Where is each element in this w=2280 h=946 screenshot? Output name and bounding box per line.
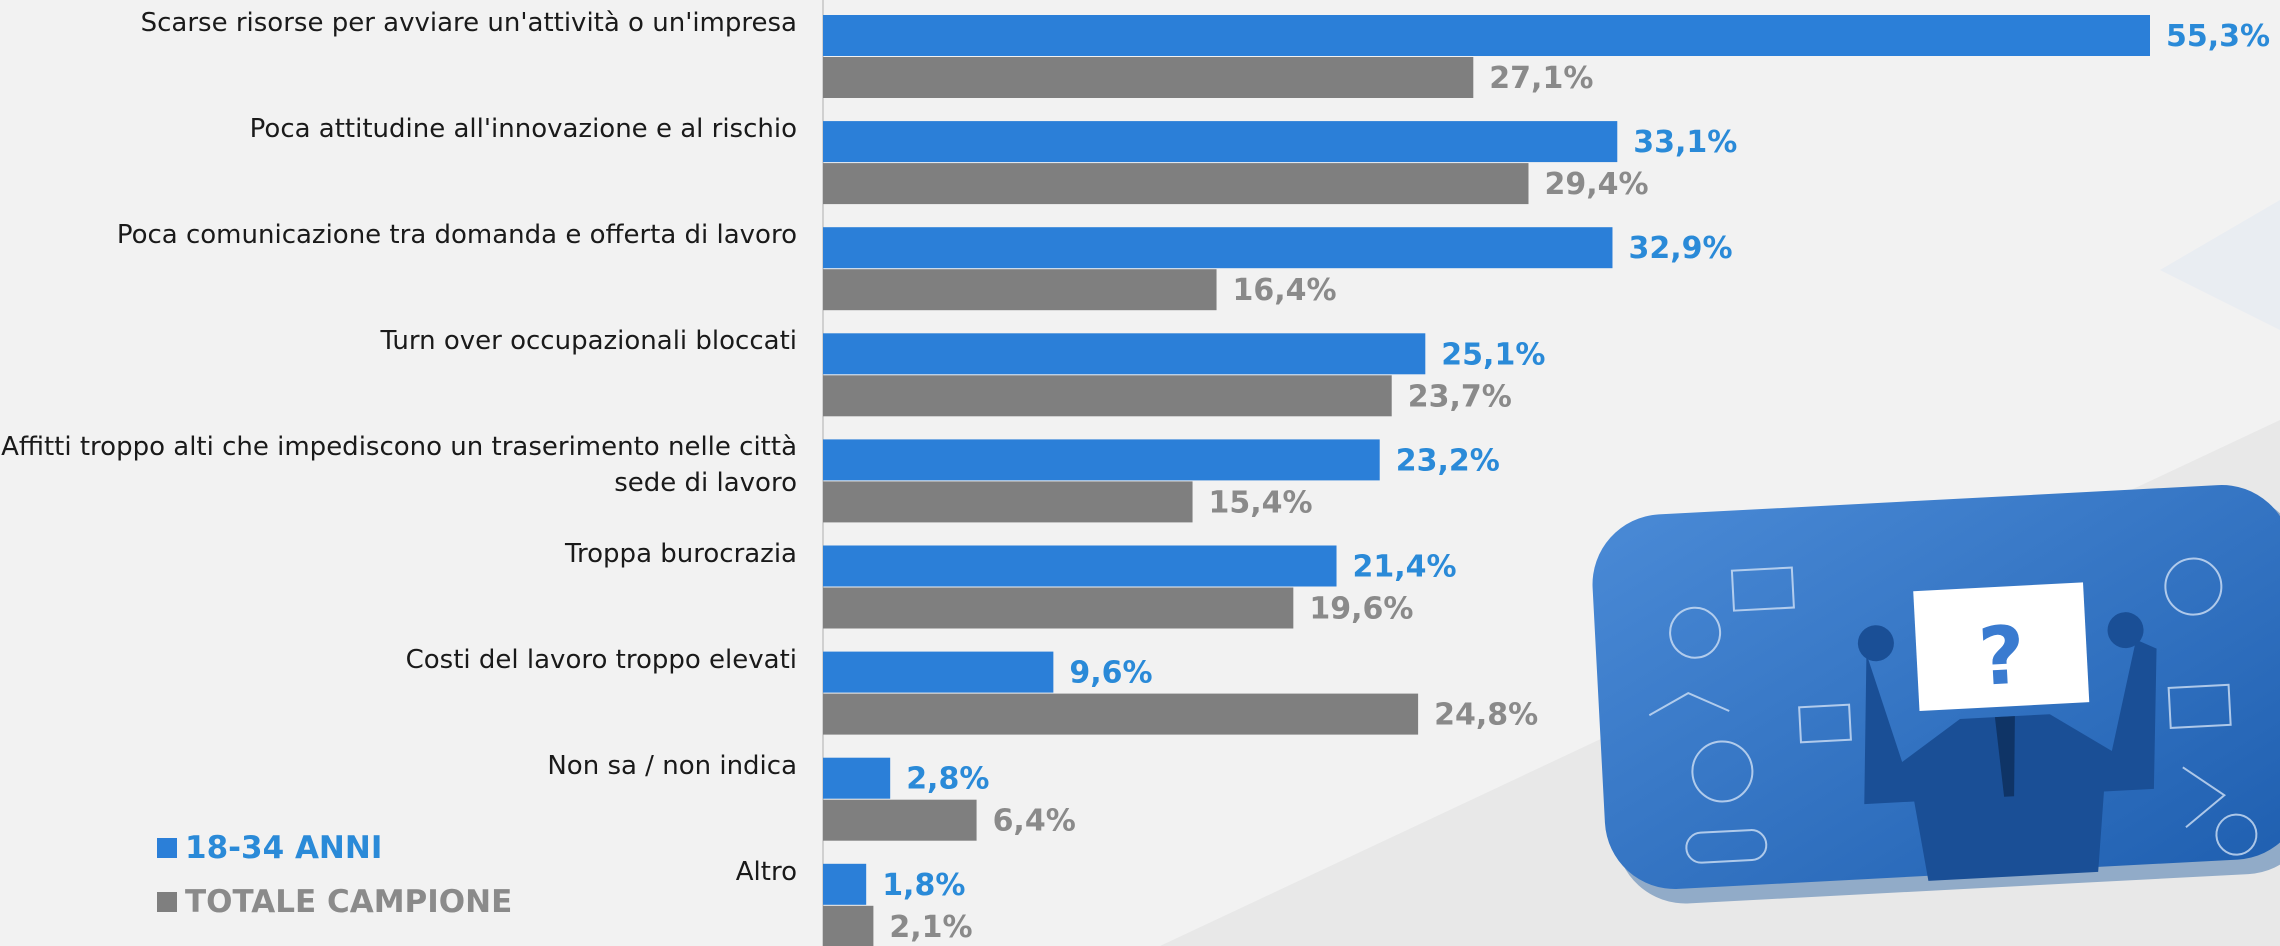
bar <box>823 651 1054 693</box>
category-label: Scarse risorse per avviare un'attività o… <box>140 8 797 38</box>
legend-item: 18-34 ANNI <box>157 830 382 866</box>
bar <box>823 227 1613 269</box>
bar <box>823 333 1426 375</box>
bar <box>823 481 1193 523</box>
value-label: 29,4% <box>1544 167 1648 202</box>
illustration: ? <box>1592 485 2280 904</box>
legend-item: TOTALE CAMPIONE <box>157 884 512 920</box>
bar <box>823 587 1294 629</box>
value-label: 15,4% <box>1209 485 1313 520</box>
category-label: Altro <box>735 856 797 887</box>
value-label: 27,1% <box>1489 61 1593 96</box>
value-label: 21,4% <box>1353 550 1457 585</box>
value-label: 55,3% <box>2166 19 2270 54</box>
value-label: 23,7% <box>1408 379 1512 414</box>
bar <box>823 375 1392 417</box>
bar <box>823 15 2150 56</box>
background-shape <box>2160 200 2280 330</box>
value-label: 1,8% <box>882 868 965 903</box>
bar <box>823 863 867 905</box>
bar <box>823 545 1337 587</box>
bar <box>823 163 1529 205</box>
value-label: 16,4% <box>1233 273 1337 308</box>
value-label: 6,4% <box>993 804 1076 839</box>
category-label: Poca attitudine all'innovazione e al ris… <box>249 114 797 145</box>
bar <box>823 269 1217 311</box>
legend-swatch <box>157 892 177 912</box>
category-label: Affitti troppo alti che impediscono un t… <box>1 432 797 499</box>
bar <box>823 57 1474 98</box>
value-label: 9,6% <box>1069 656 1152 691</box>
bar <box>823 121 1618 163</box>
legend-label: TOTALE CAMPIONE <box>185 884 513 920</box>
bar <box>823 757 891 799</box>
legend-swatch <box>157 838 177 858</box>
value-label: 24,8% <box>1434 698 1538 733</box>
value-label: 32,9% <box>1628 231 1732 266</box>
bar <box>823 905 874 946</box>
value-label: 25,1% <box>1441 337 1545 372</box>
value-label: 2,8% <box>906 762 989 797</box>
svg-text:?: ? <box>1976 608 2027 703</box>
category-label: Troppa burocrazia <box>564 538 797 569</box>
legend-label: 18-34 ANNI <box>185 830 383 866</box>
category-label: Non sa / non indica <box>547 750 797 781</box>
category-label: Poca comunicazione tra domanda e offerta… <box>116 220 797 251</box>
bar <box>823 799 977 841</box>
bar <box>823 439 1380 481</box>
value-label: 19,6% <box>1309 592 1413 627</box>
category-label: Costi del lavoro troppo elevati <box>405 644 797 675</box>
bar <box>823 693 1419 735</box>
category-label: Turn over occupazionali bloccati <box>380 326 797 357</box>
value-label: 33,1% <box>1633 125 1737 160</box>
value-label: 23,2% <box>1396 443 1500 478</box>
value-label: 2,1% <box>889 910 972 945</box>
